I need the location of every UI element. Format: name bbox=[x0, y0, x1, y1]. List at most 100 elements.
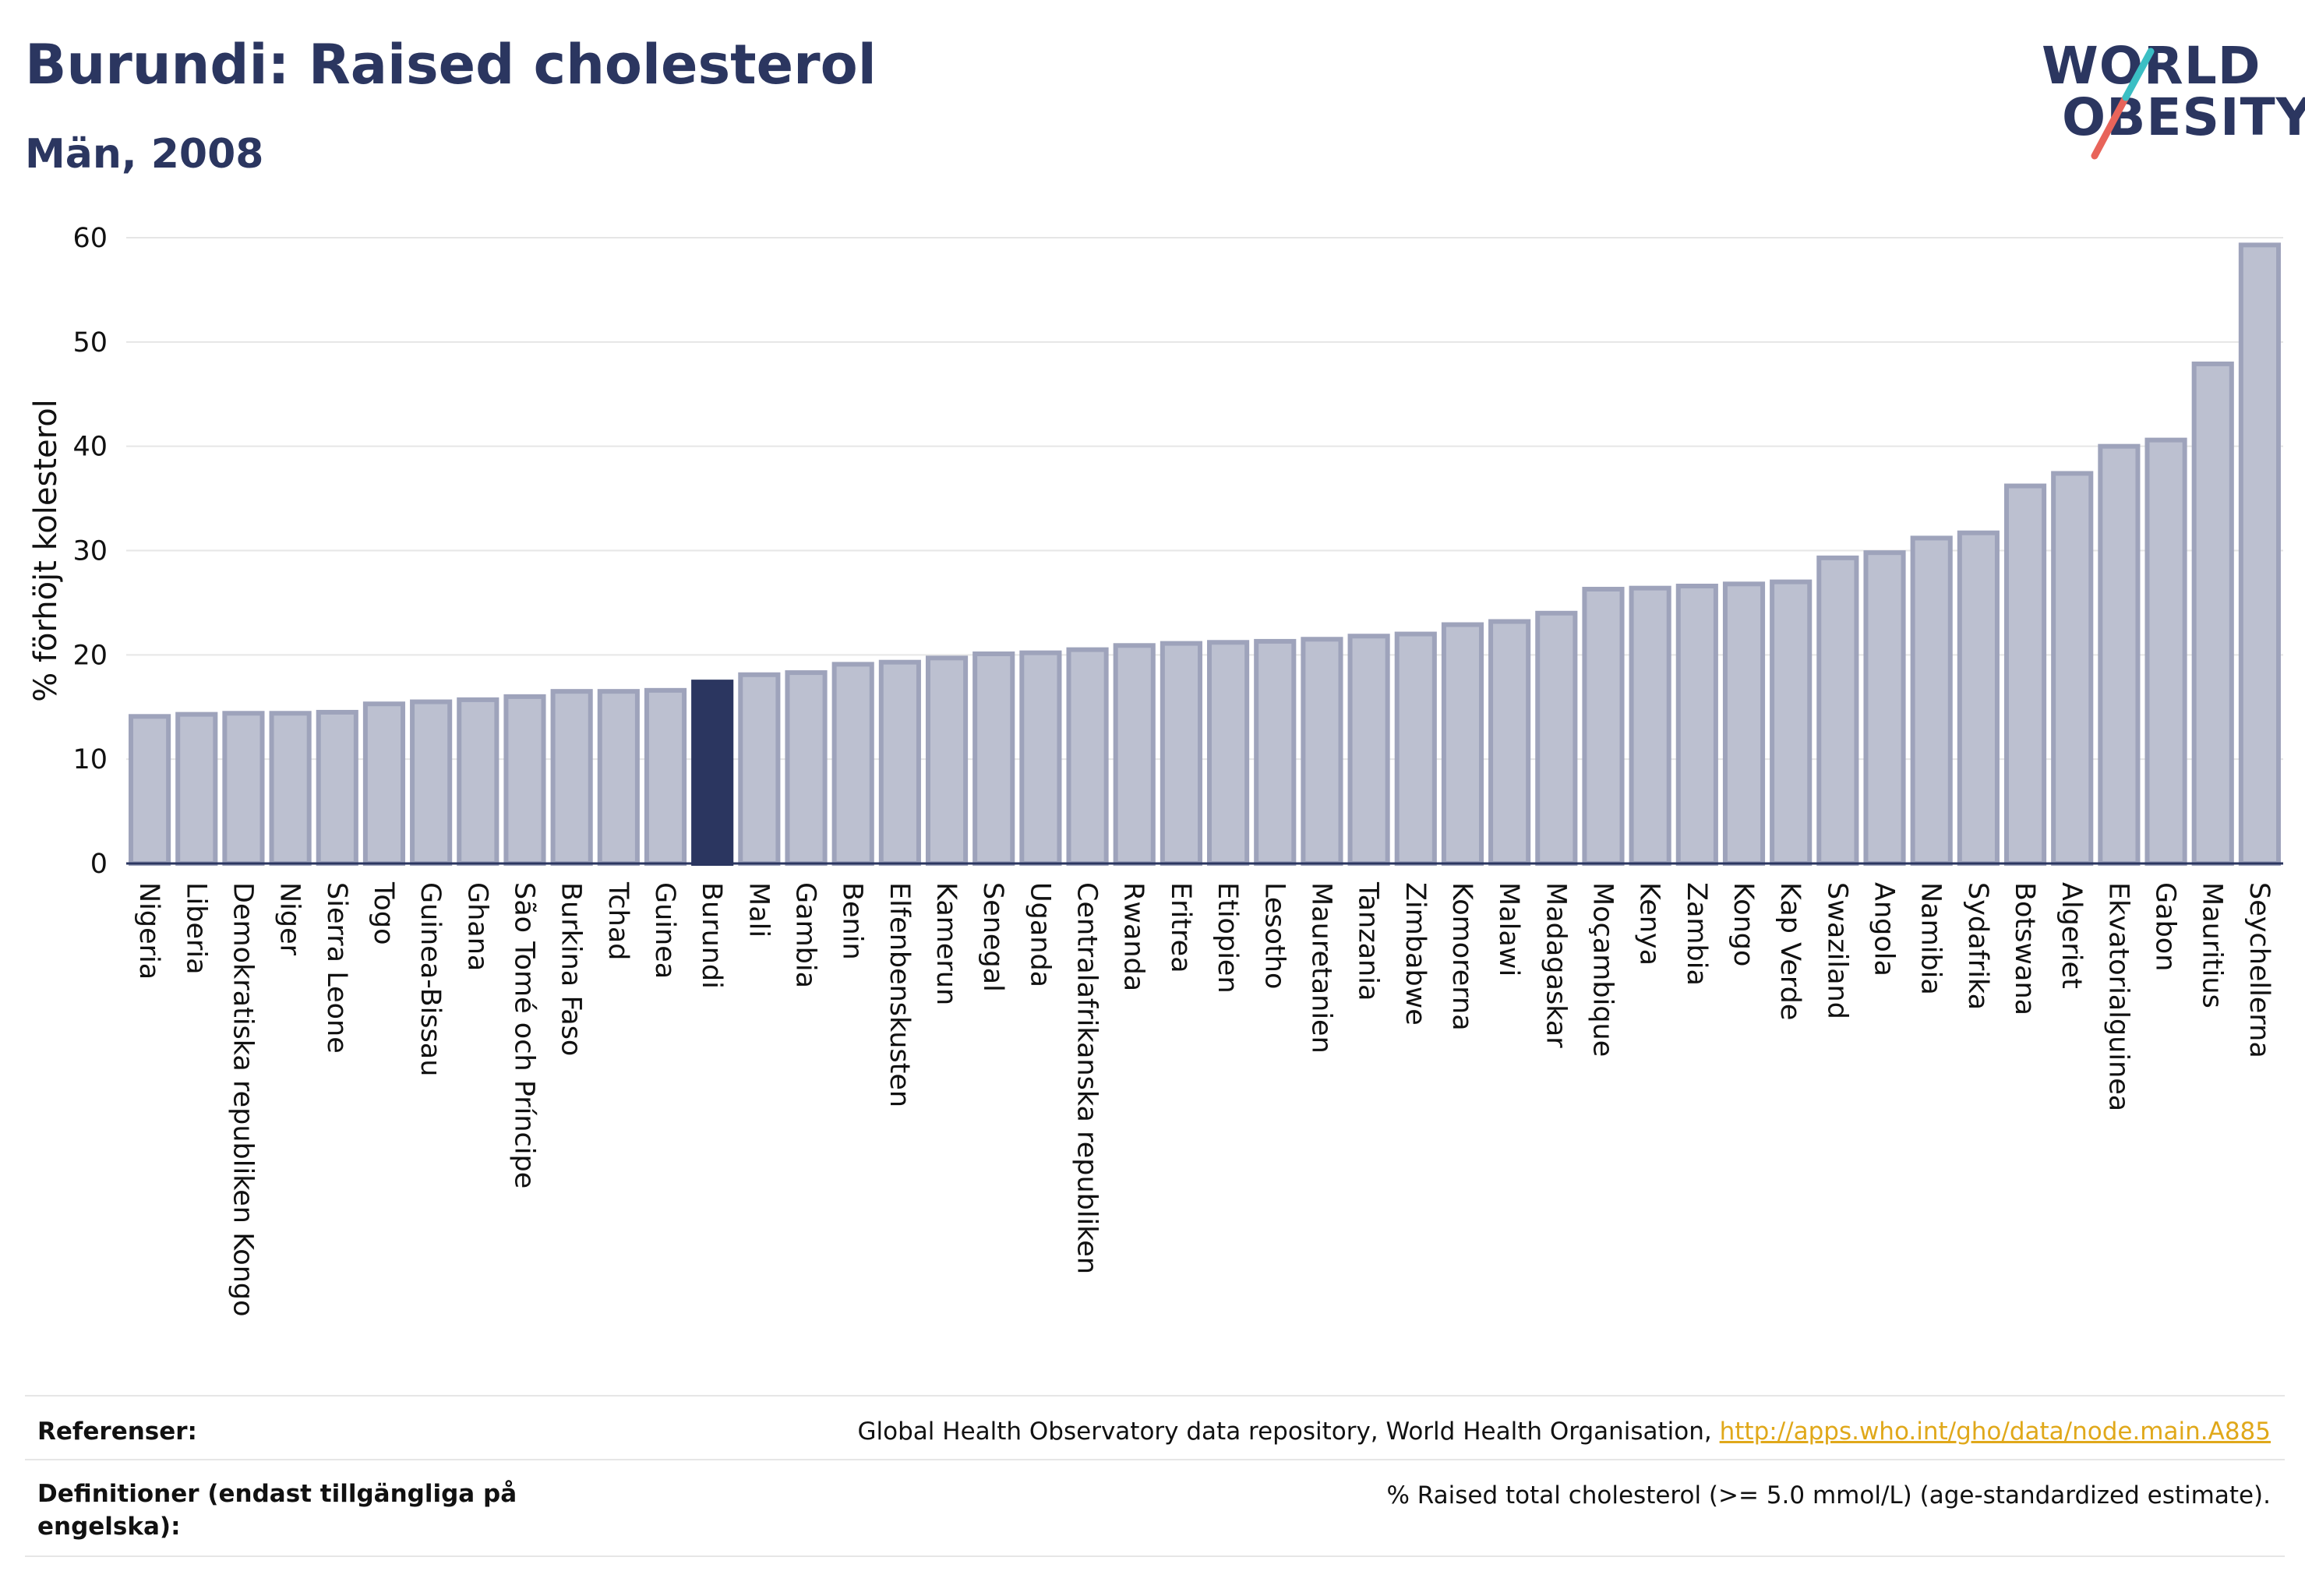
x-tick-label: Mauritius bbox=[2197, 882, 2228, 1008]
x-tick-label: Uganda bbox=[1024, 882, 1055, 987]
y-axis-label: % förhöjt kolesterol bbox=[28, 399, 64, 702]
bar bbox=[362, 701, 406, 866]
x-tick-label: Algeriet bbox=[2056, 882, 2087, 989]
footer-divider-top bbox=[25, 1395, 2285, 1396]
bar bbox=[878, 659, 921, 866]
bar bbox=[972, 651, 1015, 866]
logo-slash-icon bbox=[2091, 48, 2155, 160]
x-tick-label: Eritrea bbox=[1165, 882, 1196, 973]
x-tick-label: Sydafrika bbox=[1962, 882, 1993, 1010]
bar-chart: 0 10 20 30 40 50 60 % förhöjt kolesterol Nigeria… bbox=[28, 223, 2283, 1317]
bar bbox=[597, 689, 640, 866]
x-tick-label: Tanzania bbox=[1353, 881, 1384, 1001]
bar bbox=[1488, 619, 1531, 866]
x-tick-label: Madagaskar bbox=[1540, 882, 1571, 1048]
y-tick-label: 20 bbox=[72, 640, 108, 671]
bar bbox=[1910, 535, 1953, 866]
x-tick-label: Ghana bbox=[461, 882, 492, 971]
y-tick-label: 10 bbox=[72, 744, 108, 775]
bar bbox=[2003, 483, 2047, 866]
x-tick-label: Niger bbox=[274, 882, 305, 956]
bar bbox=[503, 694, 546, 866]
definitions-text: % Raised total cholesterol (>= 5.0 mmol/… bbox=[1386, 1481, 2271, 1509]
bar bbox=[1113, 643, 1156, 866]
bar bbox=[1019, 650, 1062, 866]
bar bbox=[175, 711, 218, 867]
bar bbox=[2191, 361, 2234, 866]
bar bbox=[1629, 585, 1671, 866]
x-tick-label: Zambia bbox=[1681, 882, 1712, 986]
x-tick-label: Mali bbox=[743, 882, 774, 937]
x-tick-label: Senegal bbox=[977, 882, 1008, 992]
x-tick-label: Malawi bbox=[1493, 882, 1524, 976]
bar bbox=[2144, 437, 2187, 866]
references-label: Referenser: bbox=[37, 1418, 197, 1446]
x-tick-label: Botswana bbox=[2009, 882, 2040, 1015]
bar bbox=[785, 670, 828, 867]
x-tick-label: Mauretanien bbox=[1305, 882, 1336, 1054]
references-link[interactable]: http://apps.who.int/gho/data/node.main.A… bbox=[1719, 1418, 2271, 1446]
x-tick-label: Seychellerna bbox=[2243, 882, 2275, 1058]
bar bbox=[1394, 631, 1437, 866]
bar bbox=[1722, 581, 1766, 866]
bar bbox=[2051, 471, 2094, 866]
bar bbox=[550, 689, 593, 866]
bar bbox=[1770, 579, 1813, 866]
y-tick-label: 40 bbox=[72, 432, 108, 463]
bar bbox=[1535, 610, 1578, 866]
x-tick-label: Gabon bbox=[2150, 882, 2181, 971]
bar-highlighted bbox=[691, 680, 734, 866]
x-tick-label: Namibia bbox=[1915, 882, 1947, 995]
x-tick-label: Tchad bbox=[602, 881, 634, 961]
bar bbox=[1254, 638, 1297, 866]
x-tick-label: Kenya bbox=[1634, 882, 1665, 966]
x-tick-label: Zimbabwe bbox=[1400, 882, 1431, 1026]
x-tick-label: Elfenbenskusten bbox=[884, 882, 915, 1107]
bar bbox=[457, 697, 499, 866]
x-tick-label: São Tomé och Príncipe bbox=[508, 882, 539, 1188]
x-tick-label: Togo bbox=[368, 881, 399, 945]
footer-divider-bottom bbox=[25, 1555, 2285, 1557]
x-tick-label: Kap Verde bbox=[1774, 882, 1806, 1020]
bar bbox=[738, 672, 781, 866]
x-tick-label: Rwanda bbox=[1118, 882, 1149, 991]
bar bbox=[1441, 622, 1484, 866]
bar bbox=[222, 711, 265, 867]
world-obesity-logo: WORLD OBESITY bbox=[2034, 23, 2305, 164]
x-tick-label: Guinea bbox=[649, 882, 680, 979]
bar bbox=[2238, 242, 2281, 866]
x-tick-label: Sierra Leone bbox=[321, 882, 352, 1054]
bar bbox=[410, 699, 453, 867]
x-tick-label: Lesotho bbox=[1258, 882, 1290, 989]
x-tick-label: Gambia bbox=[790, 882, 821, 988]
bar bbox=[129, 714, 171, 866]
y-tick-label: 50 bbox=[72, 327, 108, 358]
x-tick-label: Komorerna bbox=[1446, 882, 1477, 1031]
x-tick-label: Nigeria bbox=[133, 882, 164, 980]
bar bbox=[1957, 530, 2000, 866]
bar bbox=[1675, 584, 1718, 866]
footer-divider-middle bbox=[25, 1459, 2285, 1460]
bar bbox=[269, 711, 312, 867]
x-tick-label: Etiopien bbox=[1212, 882, 1243, 994]
x-tick-label: Benin bbox=[837, 882, 868, 960]
x-tick-label: Angola bbox=[1869, 882, 1900, 976]
x-tick-label: Centralafrikanska republiken bbox=[1071, 882, 1103, 1274]
bar bbox=[1347, 634, 1390, 866]
x-tick-label: Moçambique bbox=[1587, 882, 1618, 1057]
bar bbox=[1863, 550, 1906, 866]
x-tick-label: Guinea-Bissau bbox=[415, 882, 446, 1076]
bar bbox=[925, 655, 969, 866]
references-source: Global Health Observatory data repositor… bbox=[857, 1418, 1720, 1446]
x-tick-label: Liberia bbox=[180, 882, 211, 975]
y-tick-label: 0 bbox=[90, 849, 108, 880]
y-tick-label: 60 bbox=[72, 223, 108, 254]
bar bbox=[2098, 443, 2141, 866]
bar bbox=[1066, 647, 1109, 866]
bar bbox=[1207, 640, 1250, 866]
references-text: Global Health Observatory data repositor… bbox=[858, 1415, 2271, 1448]
x-tick-label: Burkina Faso bbox=[556, 882, 587, 1056]
bar bbox=[831, 662, 874, 867]
chart-subtitle: Män, 2008 bbox=[25, 131, 264, 178]
bar bbox=[1582, 587, 1625, 866]
